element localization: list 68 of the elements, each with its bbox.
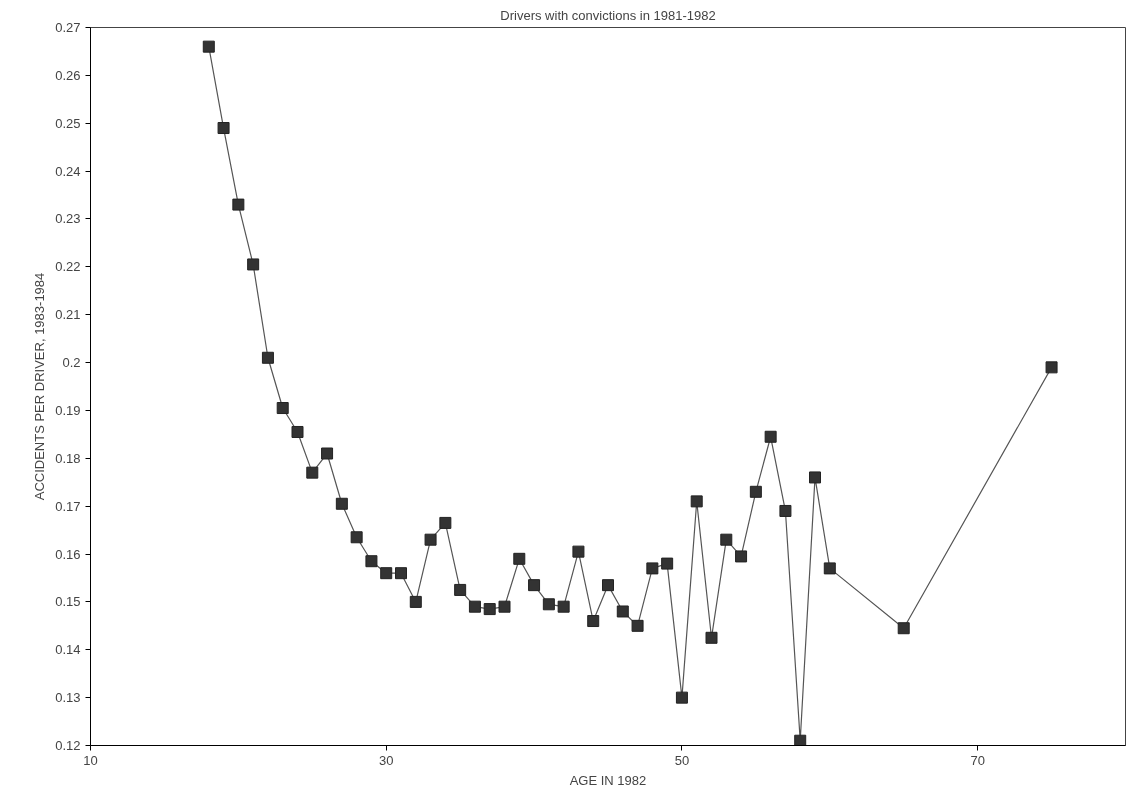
point [424, 533, 437, 546]
y-tick-label: 0.18 [55, 450, 81, 466]
x-tick-label: 10 [83, 752, 98, 768]
point [661, 557, 674, 570]
point [779, 504, 792, 517]
point [261, 351, 274, 364]
point [202, 40, 215, 53]
y-tick-label: 0.24 [55, 163, 81, 179]
point [365, 555, 378, 568]
point [809, 471, 821, 484]
point [439, 516, 452, 529]
y-tick-label: 0.15 [55, 594, 81, 610]
point [350, 531, 363, 544]
point [276, 402, 289, 415]
point [616, 605, 629, 618]
y-tick-label: 0.22 [55, 259, 81, 275]
x-tick-label: 50 [674, 752, 690, 768]
point [409, 595, 422, 608]
y-tick-label: 0.16 [55, 546, 81, 562]
y-tick-label: 0.27 [55, 20, 81, 35]
point [498, 600, 511, 613]
point [675, 691, 688, 704]
point [587, 615, 600, 628]
point [513, 552, 526, 565]
x-tick-label: 30 [378, 752, 394, 768]
point [483, 603, 496, 616]
point [764, 430, 777, 443]
point [557, 600, 570, 613]
point [1045, 361, 1058, 374]
x-axis-title: AGE IN 1982 [569, 772, 647, 788]
y-tick-label: 0.23 [55, 211, 81, 227]
point [690, 495, 703, 508]
y-tick-label: 0.14 [55, 642, 81, 658]
y-axis-title: ACCIDENTS PER DRIVER, 1983-1984 [32, 272, 48, 501]
point [217, 122, 230, 135]
point [542, 598, 555, 611]
point [232, 198, 245, 211]
point [335, 497, 348, 510]
point [823, 562, 836, 575]
y-tick-label: 0.13 [55, 690, 81, 706]
y-tick-label: 0.2 [62, 355, 81, 371]
point [794, 734, 807, 746]
point [735, 550, 748, 563]
y-tick-label: 0.21 [55, 307, 81, 323]
point [380, 567, 393, 580]
y-tick-label: 0.19 [55, 402, 81, 418]
x-tick-label: 70 [970, 752, 985, 768]
point [468, 600, 481, 613]
point [705, 631, 718, 644]
point [321, 447, 334, 460]
y-tick-label: 0.12 [55, 738, 81, 753]
point [897, 622, 910, 635]
point [720, 533, 733, 546]
point [291, 425, 304, 438]
point [631, 619, 644, 632]
point [454, 583, 467, 596]
y-tick-label: 0.25 [55, 115, 81, 131]
point [306, 466, 319, 479]
point [602, 579, 614, 592]
point [572, 545, 585, 558]
y-tick-label: 0.17 [55, 498, 81, 514]
chart-title: Drivers with convictions in 1981-1982 [500, 7, 716, 23]
point [395, 567, 407, 580]
y-tick-label: 0.26 [55, 67, 81, 83]
point [247, 258, 260, 271]
point [646, 562, 659, 575]
point [749, 485, 762, 498]
point [528, 579, 541, 592]
